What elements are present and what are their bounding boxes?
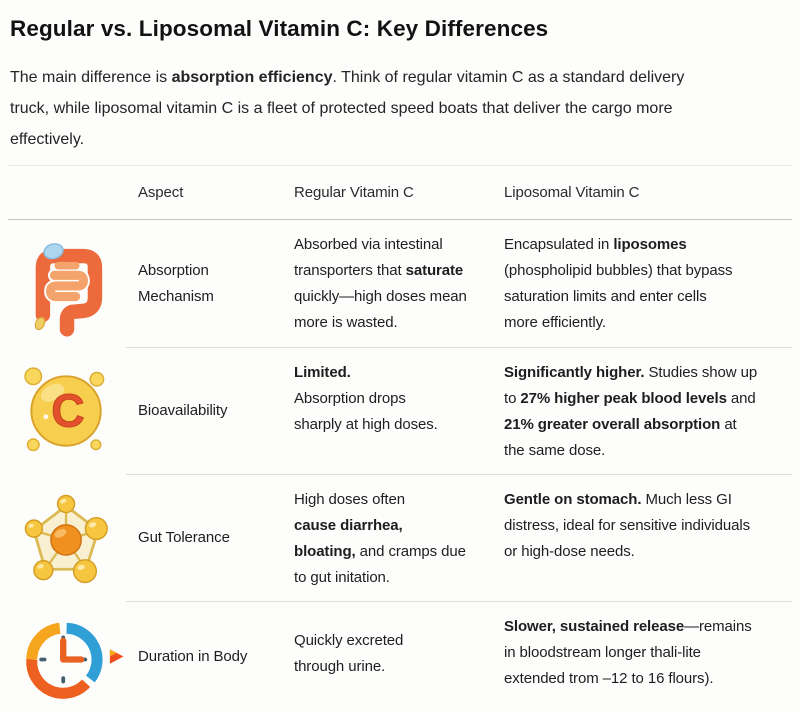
liposomal-cell: Encapsulated in liposomes (phospholipid b… [494, 220, 792, 348]
table-row-gut-tolerance: Gut Tolerance High doses often cause diar… [8, 475, 792, 602]
aspect-cell: Gut Tolerance [126, 475, 284, 602]
regular-cell: Quickly excreted through urine. [284, 602, 494, 712]
intro-paragraph: The main difference is absorption effici… [10, 69, 685, 148]
aspect-cell: Absorption Mechanism [126, 220, 284, 348]
regular-cell: High doses often cause diarrhea, bloating,… [284, 475, 494, 602]
comparison-table: Aspect Regular Vitamin C Liposomal Vitam… [8, 165, 792, 712]
liposomal-cell: Slower, sustained release—remains in bloo… [504, 618, 752, 687]
header-aspect: Aspect [126, 165, 284, 220]
regular-cell: Limited. Absorption drops sharply at high … [284, 348, 494, 475]
header-icon-gutter [8, 165, 126, 220]
aspect-label: Bioavailability [138, 402, 228, 419]
aspect-cell: Duration in Body [126, 602, 284, 712]
header-liposomal: Liposomal Vitamin C [494, 165, 792, 220]
aspect-label: Gut Tolerance [138, 529, 230, 546]
table-row-absorption: Absorption Mechanism Absorbed via intest… [8, 220, 792, 348]
aspect-cell: Bioavailability [126, 348, 284, 475]
header-regular: Regular Vitamin C [284, 165, 494, 220]
liposomal-cell: Gentle on stomach. Much less GI distress,… [494, 475, 792, 602]
clock-icon [14, 602, 126, 712]
regular-cell: Absorbed via intestinal transporters that… [284, 220, 494, 348]
page-title: Regular vs. Liposomal Vitamin C: Key Dif… [10, 16, 549, 41]
aspect-label: Absorption Mechanism [138, 261, 214, 305]
regular-text: Quickly excreted through urine. [294, 632, 404, 675]
table-row-duration: Duration in Body Quickly excreted through… [8, 602, 792, 712]
table-row-bioavailability: C Bioavailability Limited. Absorption dro… [8, 348, 792, 475]
table-header-row: Aspect Regular Vitamin C Liposomal Vitam… [8, 165, 792, 220]
aspect-label: Duration in Body [138, 648, 248, 665]
molecule-icon [8, 475, 126, 602]
liposomal-cell: Significantly higher. Studies show up to … [494, 348, 792, 475]
svg-text:C: C [51, 384, 84, 436]
vitamin-c-icon: C [8, 348, 126, 475]
intestine-icon [8, 220, 126, 348]
